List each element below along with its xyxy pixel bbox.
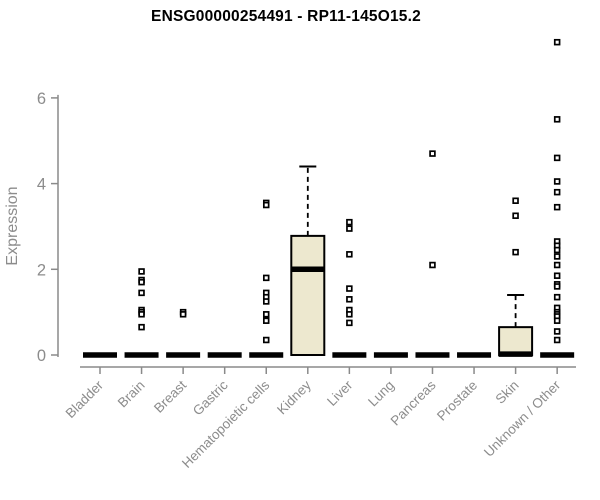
category-label: Prostate — [434, 378, 480, 424]
category-label: Bladder — [63, 377, 107, 421]
outlier-point — [553, 188, 561, 196]
outlier-point — [346, 225, 353, 232]
outlier-point — [553, 246, 561, 254]
box — [498, 326, 534, 356]
category-label: Kidney — [274, 377, 314, 417]
outlier-point — [346, 319, 353, 327]
outlier-point — [262, 274, 270, 282]
outlier-point — [553, 253, 561, 260]
outlier-point — [138, 268, 145, 275]
y-tick-label: 2 — [37, 261, 46, 279]
outlier-point — [138, 323, 145, 331]
outlier-point — [262, 201, 270, 209]
outlier-point — [138, 289, 145, 297]
outlier-point — [553, 317, 561, 324]
outlier-point — [138, 278, 145, 286]
category-label: Skin — [493, 378, 522, 407]
outlier-point — [553, 328, 561, 335]
outlier-point — [553, 203, 561, 211]
outlier-point — [262, 298, 270, 305]
outlier-point — [262, 311, 270, 318]
outlier-point — [262, 336, 270, 344]
outlier-point — [553, 178, 561, 185]
outlier-point — [553, 38, 561, 46]
y-tick-label: 6 — [37, 90, 46, 108]
outlier-point — [346, 311, 353, 318]
category-label: Liver — [324, 377, 356, 409]
outlier-point — [553, 293, 561, 301]
outlier-point — [553, 154, 561, 162]
outlier-point — [429, 261, 436, 269]
outlier-point — [346, 251, 353, 258]
outlier-point — [553, 261, 561, 269]
outlier-point — [346, 218, 353, 226]
y-tick-label: 4 — [37, 176, 46, 194]
outlier-point — [138, 311, 145, 318]
outlier-point — [262, 317, 270, 324]
outlier-point — [429, 150, 436, 157]
outlier-point — [346, 285, 353, 292]
category-label: Brain — [115, 378, 148, 411]
category-label: Breast — [151, 377, 189, 415]
outlier-point — [512, 248, 519, 256]
category-label: Pancreas — [388, 377, 439, 428]
y-tick-label: 0 — [37, 347, 46, 365]
outlier-point — [553, 336, 561, 344]
box — [290, 234, 326, 356]
outlier-point — [512, 197, 519, 204]
category-label: Gastric — [190, 377, 231, 418]
outlier-point — [346, 296, 353, 303]
category-label: Unknown / Other — [481, 377, 564, 460]
outlier-point — [553, 283, 561, 290]
outlier-point — [179, 311, 187, 318]
outlier-point — [512, 212, 519, 219]
outlier-point — [553, 272, 561, 279]
category-label: Lung — [365, 378, 397, 410]
chart-title: ENSG00000254491 - RP11-145O15.2 — [151, 8, 421, 25]
outlier-point — [553, 116, 561, 123]
